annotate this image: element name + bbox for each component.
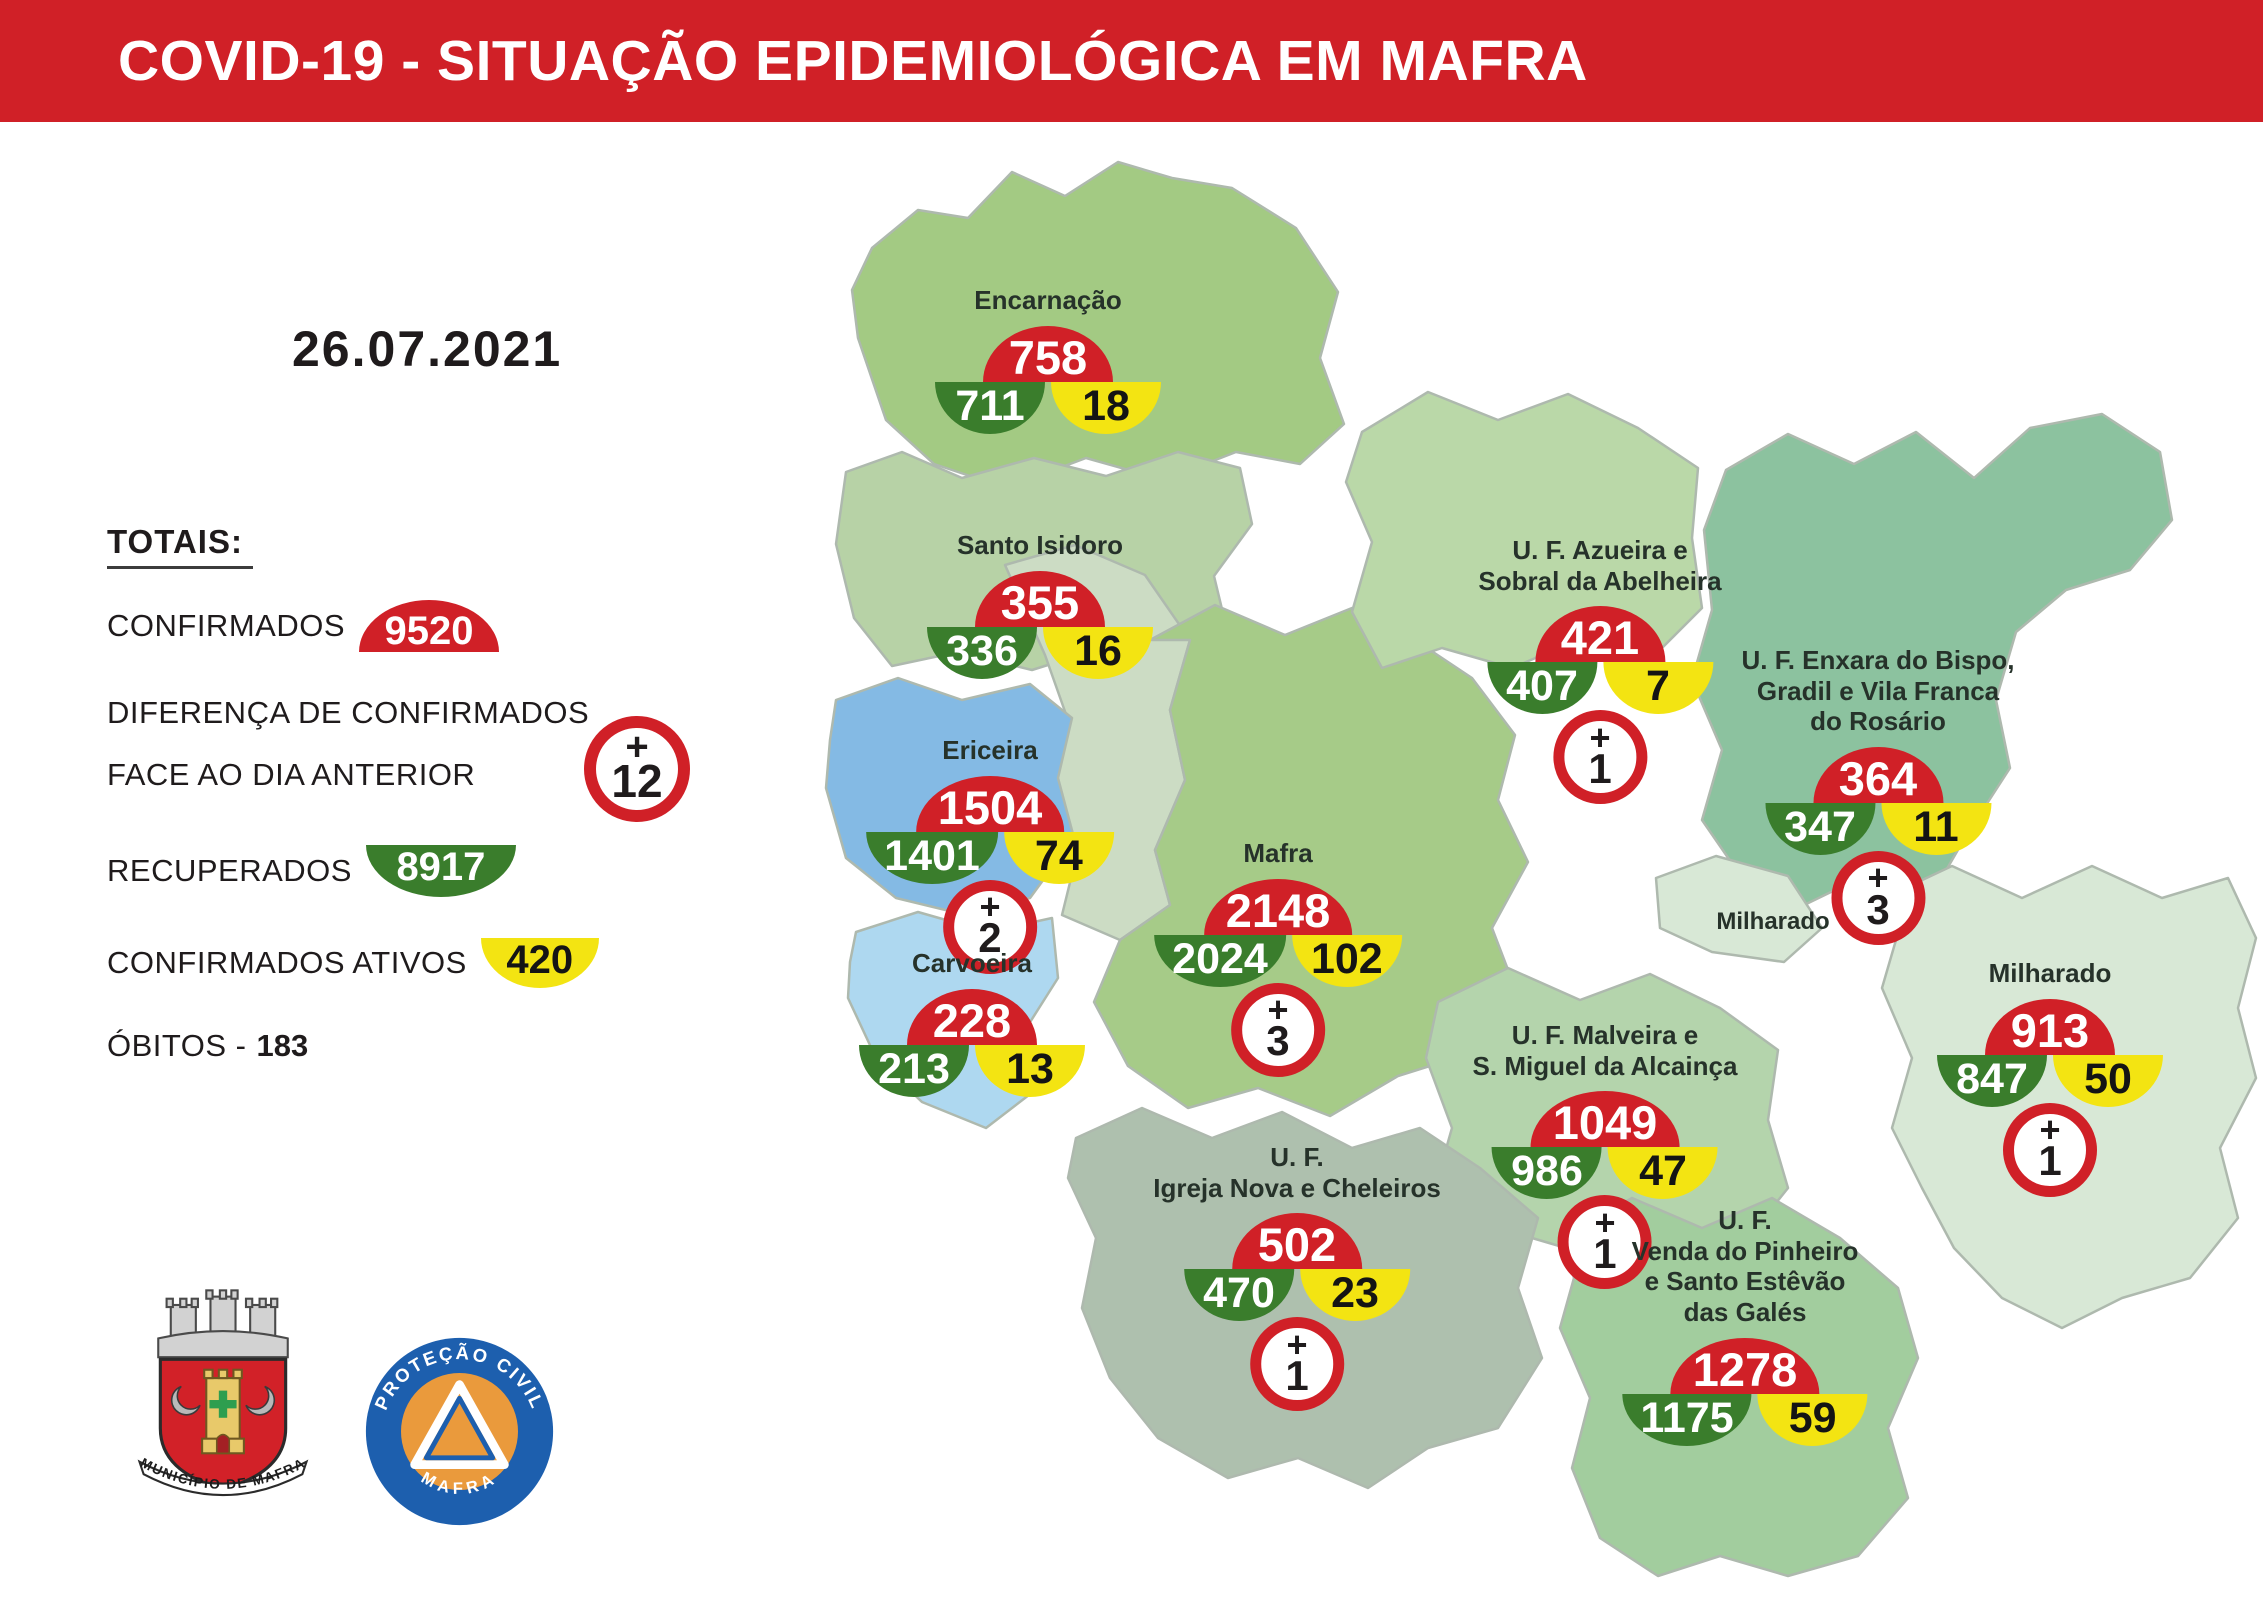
- recovered-total-label: RECUPERADOS: [107, 853, 352, 888]
- recovered-total-badge: 8917: [365, 845, 516, 897]
- crest-crescents-icon: [170, 1385, 276, 1416]
- mural-crown-icon: [157, 1289, 289, 1359]
- deaths-row: ÓBITOS - 183: [107, 1028, 308, 1064]
- crest-banner: [137, 1459, 309, 1497]
- region-shape-milharado-sliver: [1654, 854, 1824, 964]
- protecao-civil-logo: PROTEÇÃO CIVIL MAFRA: [365, 1337, 554, 1526]
- totals-heading: TOTAIS:: [107, 523, 253, 569]
- region-shape-enxara: [1690, 412, 2174, 910]
- confirmed-delta-badge: + 12: [584, 716, 690, 822]
- plus-sign: +: [625, 725, 649, 770]
- region-shape-milharado: [1880, 864, 2258, 1330]
- crest-tower-icon: [201, 1368, 245, 1455]
- difference-label-line2: FACE AO DIA ANTERIOR: [107, 757, 476, 792]
- deaths-label: ÓBITOS -: [107, 1028, 247, 1063]
- confirmed-total-row: CONFIRMADOS 9520: [107, 600, 499, 652]
- active-total-label: CONFIRMADOS ATIVOS: [107, 945, 467, 980]
- region-shape-carvoeira: [846, 910, 1060, 1130]
- municipio-mafra-crest: MUNICÍPIO DE MAFRA: [137, 1289, 309, 1497]
- active-total-row: CONFIRMADOS ATIVOS 420: [107, 938, 599, 988]
- region-shape-igreja-nova: [1066, 1106, 1544, 1490]
- report-date: 26.07.2021: [292, 321, 563, 377]
- delta-value: 12: [611, 755, 663, 808]
- confirmed-total-badge: 9520: [359, 600, 499, 652]
- region-shape-azueira: [1344, 390, 1704, 670]
- recovered-total-row: RECUPERADOS 8917: [107, 845, 516, 897]
- civil-protection-triangle-icon: [410, 1380, 509, 1470]
- difference-label-line1: DIFERENÇA DE CONFIRMADOS: [107, 695, 590, 730]
- region-shape-venda-do-pinheiro: [1558, 1196, 1920, 1578]
- header-banner: COVID-19 - SITUAÇÃO EPIDEMIOLÓGICA EM MA…: [0, 0, 2263, 122]
- civil-protection-inner-triangle-icon: [423, 1395, 496, 1461]
- active-total-badge: 420: [480, 938, 599, 988]
- logos: MUNICÍPIO DE MAFRA PROTEÇÃO CIVIL MAFRA: [118, 1282, 557, 1529]
- region-shape-encarnacao: [850, 160, 1346, 490]
- page-title: COVID-19 - SITUAÇÃO EPIDEMIOLÓGICA EM MA…: [118, 29, 1588, 93]
- deaths-value: 183: [256, 1028, 309, 1063]
- region-shape-ericeira: [824, 676, 1076, 916]
- confirmed-total-label: CONFIRMADOS: [107, 608, 345, 643]
